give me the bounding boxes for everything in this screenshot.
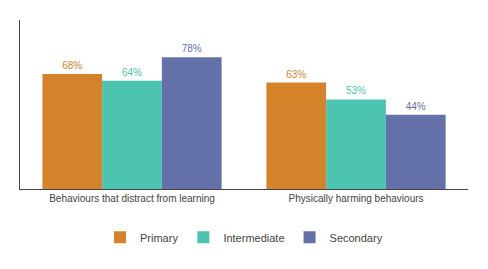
svg-text:78%: 78%	[182, 43, 202, 54]
svg-text:Intermediate: Intermediate	[223, 232, 284, 244]
svg-text:68%: 68%	[62, 60, 82, 71]
svg-text:44%: 44%	[406, 101, 426, 112]
svg-text:Primary: Primary	[140, 232, 178, 244]
svg-text:53%: 53%	[346, 85, 366, 96]
svg-text:64%: 64%	[122, 67, 142, 78]
svg-text:63%: 63%	[286, 69, 306, 80]
svg-text:Behaviours that distract from: Behaviours that distract from learning	[49, 193, 215, 204]
svg-text:Physically harming behaviours: Physically harming behaviours	[288, 193, 423, 204]
svg-text:Secondary: Secondary	[330, 232, 383, 244]
